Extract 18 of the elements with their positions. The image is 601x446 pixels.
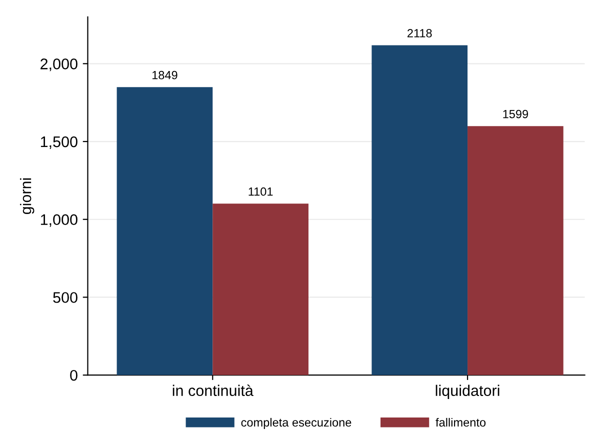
- y-tick-label: 500: [53, 292, 78, 303]
- legend-label: completa esecuzione: [241, 418, 352, 429]
- y-axis-title: giorni: [20, 178, 34, 214]
- x-tick-label: liquidatori: [436, 384, 500, 400]
- bar: [468, 126, 564, 376]
- data-label: 1849: [152, 70, 178, 80]
- data-label: 1101: [248, 187, 273, 196]
- data-label: 1599: [503, 110, 528, 118]
- y-tick-label: 0: [70, 370, 78, 381]
- data-label: 2118: [408, 29, 432, 38]
- y-tick-label: 1,500: [40, 136, 78, 150]
- bar: [212, 204, 308, 376]
- y-tick-label: 2,000: [40, 58, 78, 72]
- legend-label: fallimento: [436, 418, 486, 427]
- bar: [372, 45, 468, 376]
- bar: [116, 87, 213, 376]
- x-tick-label: in continuità: [172, 384, 254, 396]
- y-tick-label: 1,000: [40, 214, 78, 227]
